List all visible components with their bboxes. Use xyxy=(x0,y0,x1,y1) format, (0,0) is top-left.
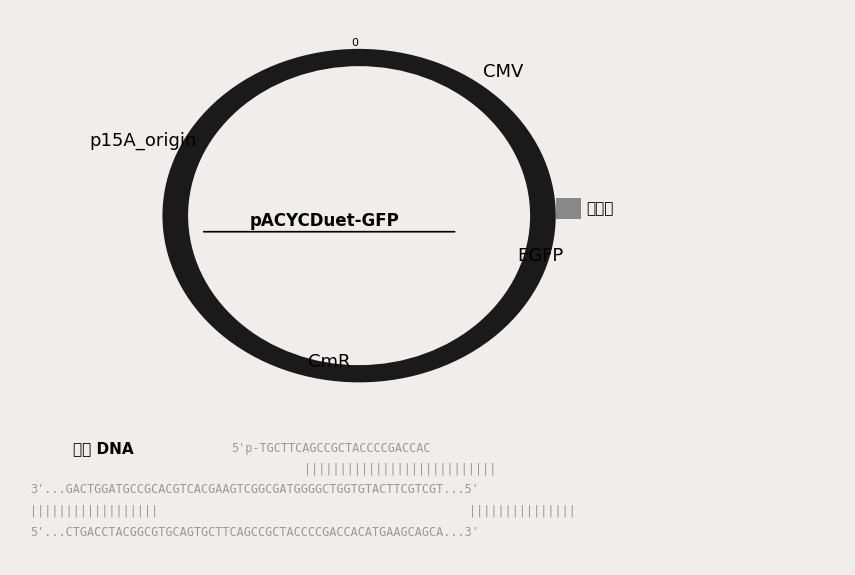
Bar xyxy=(229,325,243,340)
Text: |||||||||||||||||||||||||||: ||||||||||||||||||||||||||| xyxy=(304,462,497,475)
Text: |||||||||||||||: ||||||||||||||| xyxy=(469,505,575,518)
Text: CMV: CMV xyxy=(483,63,523,81)
Text: 靶位点: 靶位点 xyxy=(587,201,614,216)
Ellipse shape xyxy=(162,49,556,382)
Bar xyxy=(482,320,496,335)
Text: ||||||||||||||||||: |||||||||||||||||| xyxy=(30,505,158,518)
Bar xyxy=(493,106,507,121)
Text: 0: 0 xyxy=(351,38,358,48)
Text: CmR: CmR xyxy=(308,353,351,371)
Bar xyxy=(211,106,225,121)
Bar xyxy=(369,366,382,381)
Bar xyxy=(168,214,182,229)
Text: p15A_origin: p15A_origin xyxy=(90,132,198,150)
Bar xyxy=(556,198,581,219)
Text: pACYCDuet-GFP: pACYCDuet-GFP xyxy=(250,212,400,231)
Text: 3'...GACTGGATGCCGCACGTCACGAAGTCGGCGATGGGGCTGGTGTACTTCGTCGT...5': 3'...GACTGGATGCCGCACGTCACGAAGTCGGCGATGGG… xyxy=(30,484,479,496)
Bar xyxy=(536,202,550,217)
Text: 5'p-TGCTTCAGCCGCTACCCCGACCAC: 5'p-TGCTTCAGCCGCTACCCCGACCAC xyxy=(231,442,430,455)
Text: EGFP: EGFP xyxy=(517,247,563,265)
Text: 向导 DNA: 向导 DNA xyxy=(73,441,133,456)
Text: 5'...CTGACCTACGGCGTGCAGTGCTTCAGCCGCTACCCCGACCACATGAAGCAGCA...3': 5'...CTGACCTACGGCGTGCAGTGCTTCAGCCGCTACCC… xyxy=(30,526,479,539)
Bar xyxy=(352,50,366,65)
Ellipse shape xyxy=(188,66,530,365)
